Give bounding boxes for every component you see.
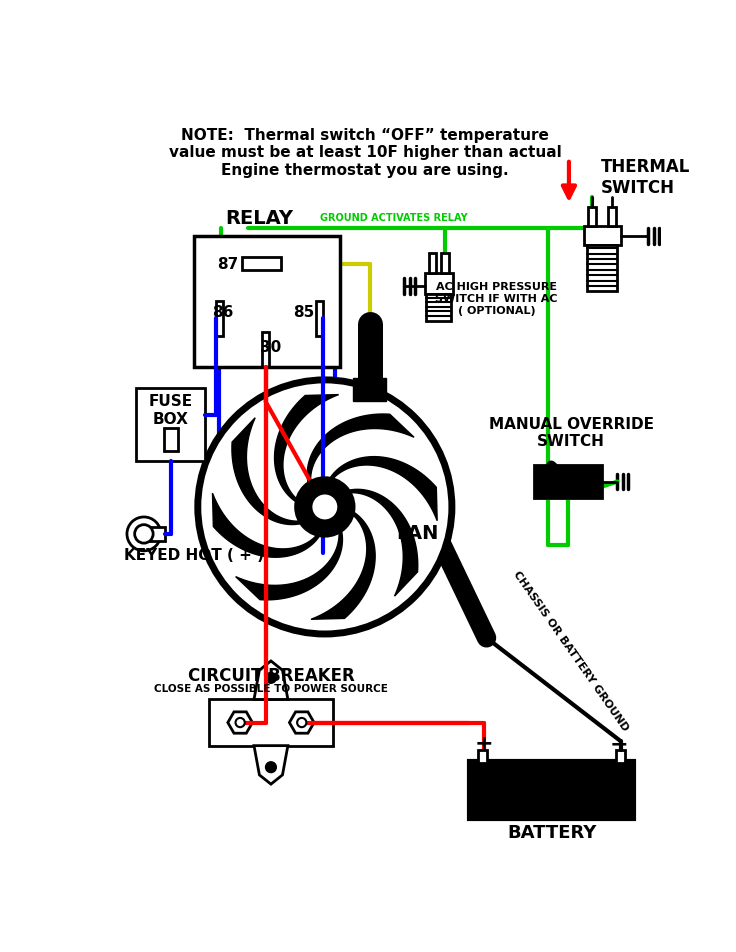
Text: 87: 87 xyxy=(217,257,238,272)
Polygon shape xyxy=(311,509,375,620)
Text: 86: 86 xyxy=(213,306,234,321)
Bar xyxy=(608,207,616,226)
Text: 85: 85 xyxy=(293,306,314,321)
Bar xyxy=(426,294,451,322)
Circle shape xyxy=(296,478,354,536)
Polygon shape xyxy=(327,457,437,521)
Bar xyxy=(584,226,620,246)
Text: BATTERY: BATTERY xyxy=(507,823,596,842)
Bar xyxy=(209,700,333,745)
Bar xyxy=(216,302,223,336)
Bar xyxy=(616,750,625,763)
Bar xyxy=(316,302,323,336)
Bar xyxy=(425,273,453,294)
Text: NOTE:  Thermal switch “OFF” temperature
value must be at least 10F higher than a: NOTE: Thermal switch “OFF” temperature v… xyxy=(169,129,562,178)
Text: −: − xyxy=(609,734,629,754)
Text: 30: 30 xyxy=(261,340,282,355)
Circle shape xyxy=(311,493,339,521)
Bar xyxy=(194,236,340,367)
Polygon shape xyxy=(228,712,252,733)
Bar xyxy=(353,378,386,402)
Text: FUSE
BOX: FUSE BOX xyxy=(149,394,193,426)
Bar xyxy=(144,527,166,541)
Text: THERMAL
SWITCH: THERMAL SWITCH xyxy=(601,158,690,197)
Circle shape xyxy=(297,718,306,727)
Circle shape xyxy=(266,672,276,684)
Bar xyxy=(429,253,436,273)
Polygon shape xyxy=(254,661,288,700)
Bar xyxy=(242,257,281,269)
Bar xyxy=(262,332,269,367)
Text: CLOSE AS POSSIBLE TO POWER SOURCE: CLOSE AS POSSIBLE TO POWER SOURCE xyxy=(154,684,388,694)
Polygon shape xyxy=(254,745,288,784)
Bar xyxy=(164,427,178,450)
Bar xyxy=(441,253,449,273)
Polygon shape xyxy=(232,418,307,525)
Circle shape xyxy=(236,718,245,727)
Text: CHASSIS OR BATTERY GROUND: CHASSIS OR BATTERY GROUND xyxy=(512,569,631,733)
Bar xyxy=(588,207,596,226)
Text: KEYED HOT ( + ): KEYED HOT ( + ) xyxy=(124,548,264,563)
Circle shape xyxy=(198,380,452,634)
Bar xyxy=(587,246,618,291)
Bar xyxy=(469,761,634,819)
Circle shape xyxy=(135,525,153,544)
Text: AC HIGH PRESSURE
SWITCH IF WITH AC
( OPTIONAL): AC HIGH PRESSURE SWITCH IF WITH AC ( OPT… xyxy=(435,283,558,316)
Bar xyxy=(136,387,205,461)
Polygon shape xyxy=(213,493,323,557)
Polygon shape xyxy=(342,489,418,596)
Text: RELAY: RELAY xyxy=(225,209,294,228)
Text: CIRCUIT BREAKER: CIRCUIT BREAKER xyxy=(188,667,354,685)
Circle shape xyxy=(127,517,161,551)
Text: FAN: FAN xyxy=(396,525,439,544)
Polygon shape xyxy=(289,712,314,733)
Bar xyxy=(534,466,602,498)
Text: MANUAL OVERRIDE
SWITCH: MANUAL OVERRIDE SWITCH xyxy=(489,417,654,449)
Bar xyxy=(478,750,487,763)
Polygon shape xyxy=(307,414,414,489)
Polygon shape xyxy=(236,525,342,600)
Text: GROUND ACTIVATES RELAY: GROUND ACTIVATES RELAY xyxy=(320,213,468,223)
Circle shape xyxy=(266,762,276,773)
Text: +: + xyxy=(475,734,494,754)
Polygon shape xyxy=(275,394,339,505)
